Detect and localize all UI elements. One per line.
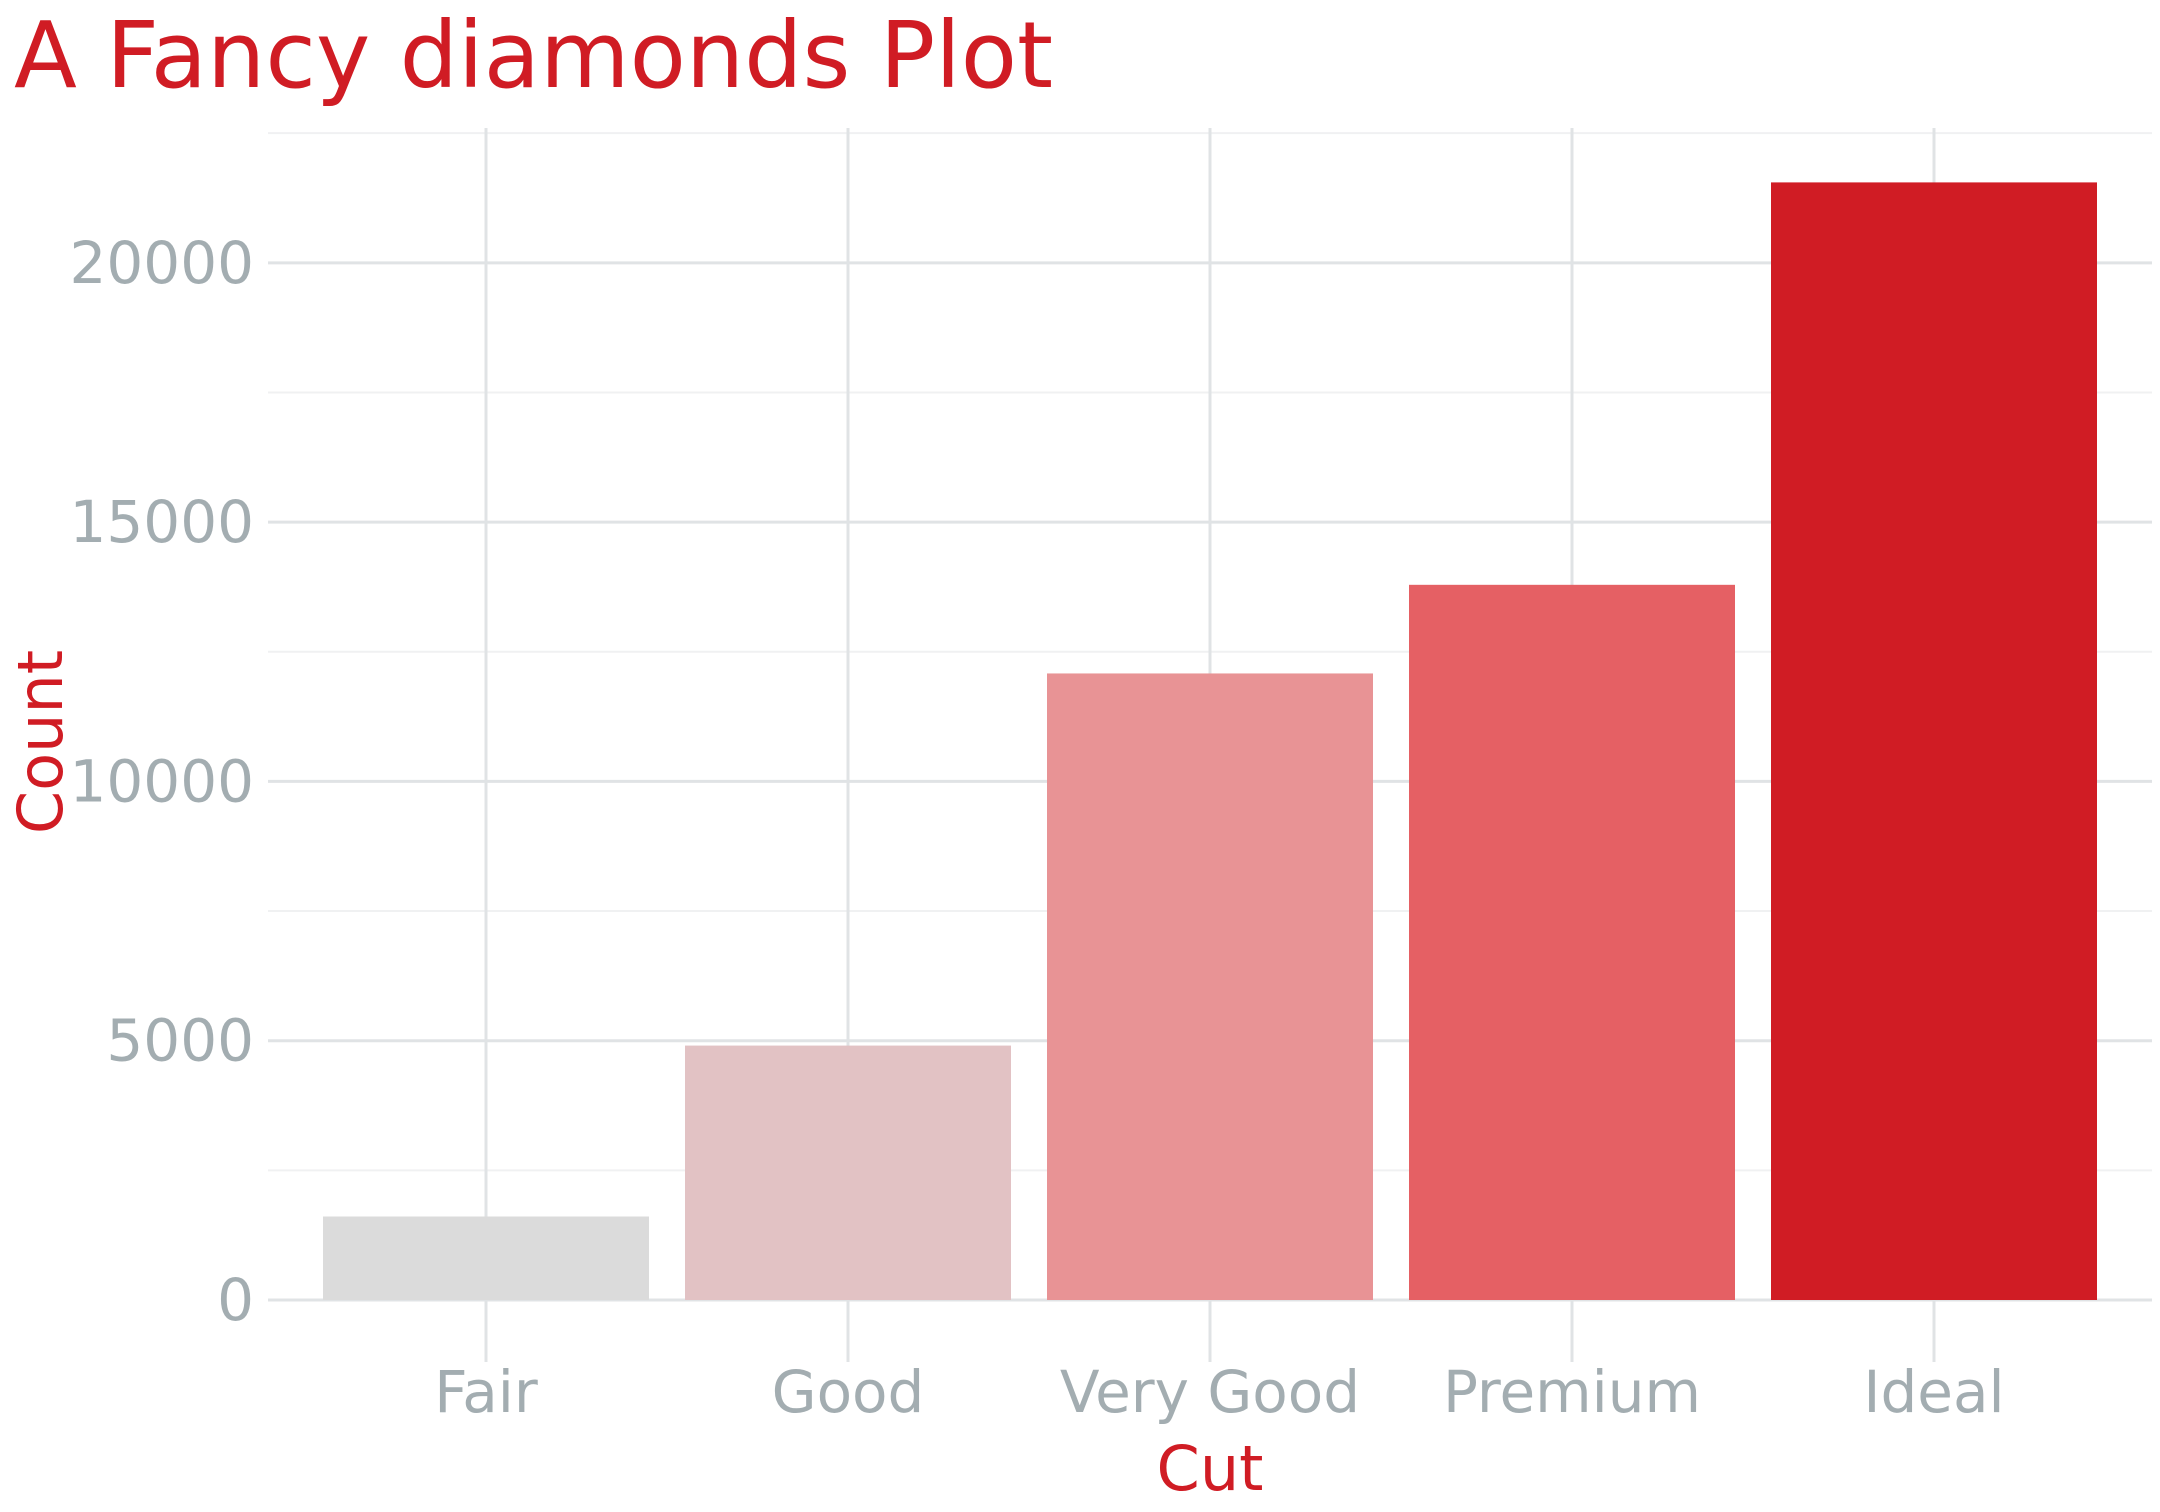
chart-title: A Fancy diamonds Plot bbox=[14, 2, 1053, 109]
x-tick-label: Fair bbox=[434, 1358, 538, 1426]
y-axis-title: Count bbox=[4, 650, 77, 834]
bar-very-good bbox=[1047, 673, 1373, 1300]
y-tick-label: 10000 bbox=[69, 747, 254, 815]
x-axis-title: Cut bbox=[1157, 1432, 1264, 1505]
y-tick-label: 5000 bbox=[106, 1007, 254, 1075]
bar-ideal bbox=[1771, 182, 2097, 1301]
x-tick-label: Good bbox=[772, 1358, 925, 1426]
bars bbox=[323, 182, 2097, 1301]
y-tick-label: 20000 bbox=[69, 229, 254, 297]
y-tick-label: 15000 bbox=[69, 488, 254, 556]
bar-premium bbox=[1409, 584, 1735, 1300]
y-tick-label: 0 bbox=[217, 1266, 254, 1334]
x-axis-ticks: Fair Good Very Good Premium Ideal bbox=[434, 1358, 2004, 1426]
bar-good bbox=[685, 1045, 1011, 1300]
x-tick-label: Ideal bbox=[1863, 1358, 2004, 1426]
y-axis-ticks: 0 5000 10000 15000 20000 bbox=[69, 229, 254, 1334]
x-tick-label: Premium bbox=[1443, 1358, 1701, 1426]
x-tick-label: Very Good bbox=[1060, 1358, 1360, 1426]
bar-fair bbox=[323, 1216, 649, 1300]
